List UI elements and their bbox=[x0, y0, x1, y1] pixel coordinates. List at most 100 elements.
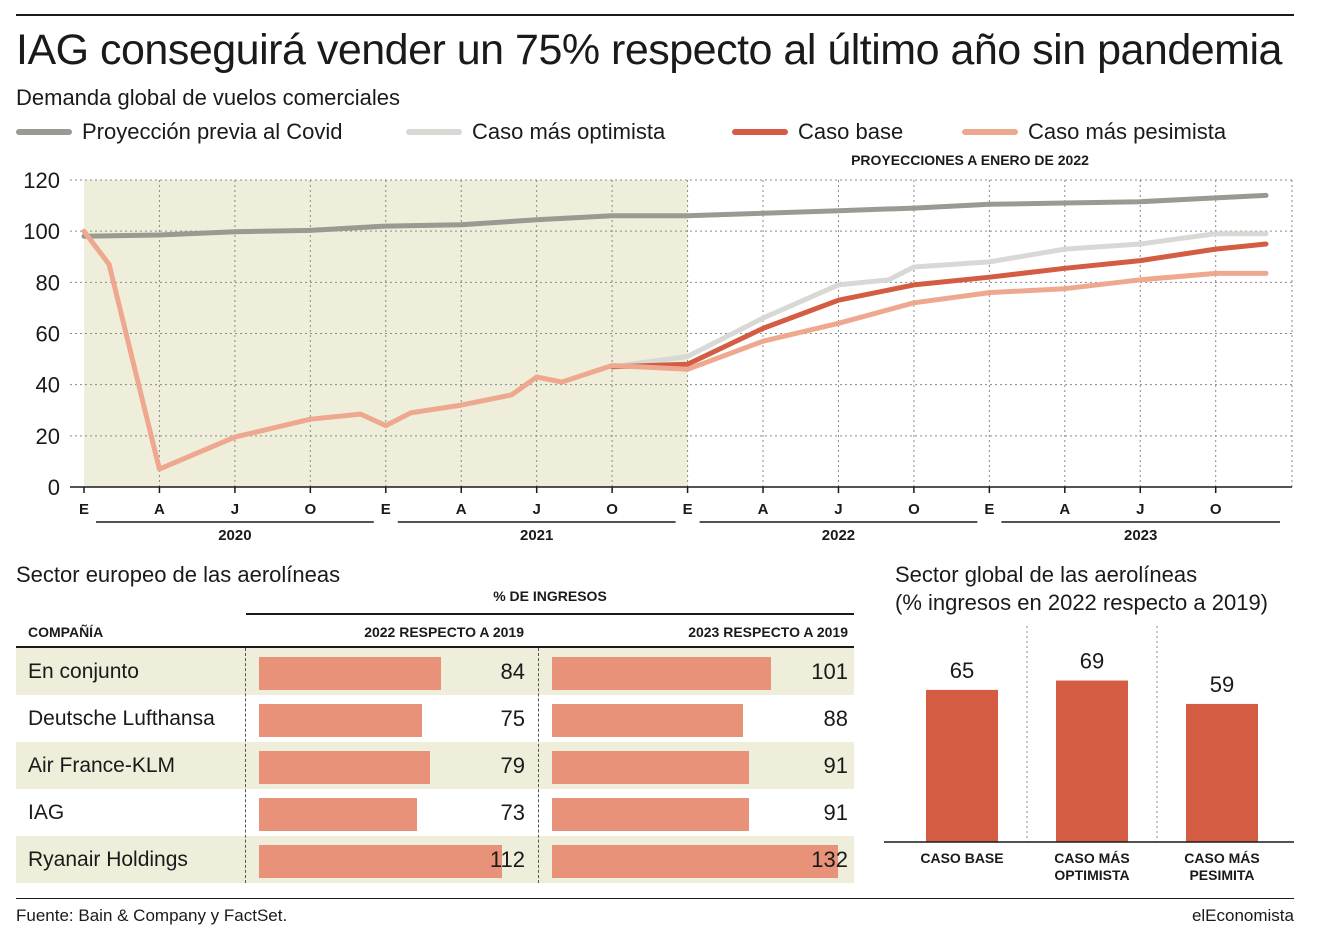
x-tick-label: O bbox=[1210, 501, 1222, 518]
top-rule bbox=[16, 14, 1294, 16]
y-tick-label: 0 bbox=[48, 475, 60, 500]
bar-2023 bbox=[552, 751, 749, 784]
global-bar-category-label: CASO BASE bbox=[892, 850, 1032, 867]
year-label: 2023 bbox=[1124, 527, 1157, 544]
series-line-previa bbox=[81, 192, 1269, 239]
legend-swatch-optimista bbox=[406, 129, 462, 135]
table-row: Air France-KLM 79 91 bbox=[16, 742, 854, 789]
category-label-line: PESIMITA bbox=[1189, 867, 1255, 883]
global-bar-category-label: CASO MÁS PESIMITA bbox=[1152, 850, 1292, 884]
table-group-header: % DE INGRESOS bbox=[493, 588, 607, 604]
bar-2023 bbox=[552, 798, 749, 831]
legend-label-previa: Proyección previa al Covid bbox=[82, 119, 343, 144]
value-2022: 112 bbox=[489, 847, 525, 872]
legend-label-base: Caso base bbox=[798, 119, 904, 144]
global-bar-category-label: CASO MÁS OPTIMISTA bbox=[1022, 850, 1162, 884]
value-2022: 79 bbox=[500, 753, 525, 778]
category-label-line: CASO MÁS bbox=[1054, 850, 1130, 866]
y-tick-label: 40 bbox=[36, 373, 60, 398]
chart-subtitle: Demanda global de vuelos comerciales bbox=[16, 85, 400, 110]
table-row: En conjunto 84 101 bbox=[16, 648, 854, 695]
company-name: IAG bbox=[28, 801, 65, 824]
series-line-pesimista bbox=[81, 228, 1269, 472]
x-tick-label: O bbox=[305, 501, 317, 518]
legend-swatch-pesimista bbox=[962, 129, 1018, 135]
series-line-optimista bbox=[609, 231, 1269, 370]
table-separator-2 bbox=[538, 648, 539, 883]
value-2023: 91 bbox=[823, 753, 848, 778]
company-name: Deutsche Lufthansa bbox=[28, 707, 215, 730]
legend-item-pesimista: Caso más pesimista bbox=[962, 118, 1226, 146]
company-name: Air France-KLM bbox=[28, 754, 176, 777]
x-tick-label: E bbox=[683, 501, 693, 518]
table-separator-1 bbox=[245, 648, 246, 883]
year-label: 2020 bbox=[218, 527, 251, 544]
series-line-base bbox=[609, 241, 1269, 370]
source-note: Fuente: Bain & Company y FactSet. bbox=[16, 906, 288, 925]
global-bar-value: 69 bbox=[1080, 649, 1104, 674]
global-bar bbox=[926, 689, 998, 842]
global-bar bbox=[1056, 680, 1128, 842]
global-bar-value: 59 bbox=[1210, 672, 1234, 697]
global-bar bbox=[1186, 703, 1258, 842]
x-tick-label: J bbox=[231, 501, 239, 518]
value-2023: 101 bbox=[811, 659, 848, 684]
global-bar-value: 65 bbox=[950, 658, 974, 683]
legend-item-previa: Proyección previa al Covid bbox=[16, 118, 342, 146]
page-title: IAG conseguirá vender un 75% respecto al… bbox=[16, 26, 1282, 74]
bar-2022 bbox=[259, 845, 502, 878]
x-tick-label: O bbox=[606, 501, 618, 518]
table-header-rule bbox=[16, 646, 854, 648]
bar-2022 bbox=[259, 704, 422, 737]
bar-2023 bbox=[552, 704, 743, 737]
x-tick-label: J bbox=[834, 501, 842, 518]
value-2023: 91 bbox=[823, 800, 848, 825]
table-col-company: COMPAÑÍA bbox=[28, 624, 104, 640]
y-tick-label: 100 bbox=[23, 219, 60, 244]
table-title: Sector europeo de las aerolíneas bbox=[16, 562, 341, 587]
x-tick-label: J bbox=[1136, 501, 1144, 518]
y-tick-label: 120 bbox=[23, 168, 60, 193]
x-tick-label: A bbox=[154, 501, 165, 518]
bar-2022 bbox=[259, 751, 430, 784]
x-tick-label: A bbox=[1059, 501, 1070, 518]
legend-swatch-previa bbox=[16, 129, 72, 135]
x-tick-label: E bbox=[79, 501, 89, 518]
table-col-2022: 2022 RESPECTO A 2019 bbox=[364, 624, 524, 640]
bar-2023 bbox=[552, 657, 771, 690]
legend-item-base: Caso base bbox=[732, 118, 903, 146]
legend-item-optimista: Caso más optimista bbox=[406, 118, 665, 146]
x-tick-label: O bbox=[908, 501, 920, 518]
legend-label-optimista: Caso más optimista bbox=[472, 119, 666, 144]
value-2022: 75 bbox=[500, 706, 525, 731]
x-tick-label: A bbox=[456, 501, 467, 518]
legend-label-pesimista: Caso más pesimista bbox=[1028, 119, 1227, 144]
table-col-2023: 2023 RESPECTO A 2019 bbox=[688, 624, 848, 640]
company-name: Ryanair Holdings bbox=[28, 848, 188, 871]
company-name: En conjunto bbox=[28, 660, 139, 683]
global-bar-chart: 65 69 59 bbox=[884, 626, 1294, 843]
bar-2022 bbox=[259, 798, 417, 831]
brand-logo: elEconomista bbox=[1191, 906, 1294, 925]
global-bar-title: Sector global de las aerolíneas bbox=[895, 562, 1198, 587]
category-label-line: CASO MÁS bbox=[1184, 850, 1260, 866]
table-group-rule bbox=[246, 613, 854, 615]
year-label: 2021 bbox=[520, 527, 553, 544]
category-label-line: CASO BASE bbox=[920, 850, 1004, 866]
proyecciones-label: PROYECCIONES A ENERO DE 2022 bbox=[851, 152, 1089, 168]
bar-2023 bbox=[552, 845, 838, 878]
line-chart: 0 20 40 60 80 100 120 E A J O E A J O E A J O E A J O 2020 2021 2… bbox=[23, 168, 1293, 544]
y-tick-label: 80 bbox=[36, 270, 60, 295]
table-row: IAG 73 91 bbox=[16, 789, 854, 836]
bottom-rule bbox=[16, 898, 1294, 899]
global-bar-subtitle: (% ingresos en 2022 respecto a 2019) bbox=[895, 590, 1269, 615]
table-row: Ryanair Holdings 112 132 bbox=[16, 836, 854, 883]
value-2023: 88 bbox=[823, 706, 848, 731]
x-tick-label: E bbox=[984, 501, 994, 518]
value-2023: 132 bbox=[811, 847, 848, 872]
x-tick-label: E bbox=[381, 501, 391, 518]
bar-2022 bbox=[259, 657, 441, 690]
table-row: Deutsche Lufthansa 75 88 bbox=[16, 695, 854, 742]
x-tick-label: A bbox=[758, 501, 769, 518]
legend-swatch-base bbox=[732, 129, 788, 135]
